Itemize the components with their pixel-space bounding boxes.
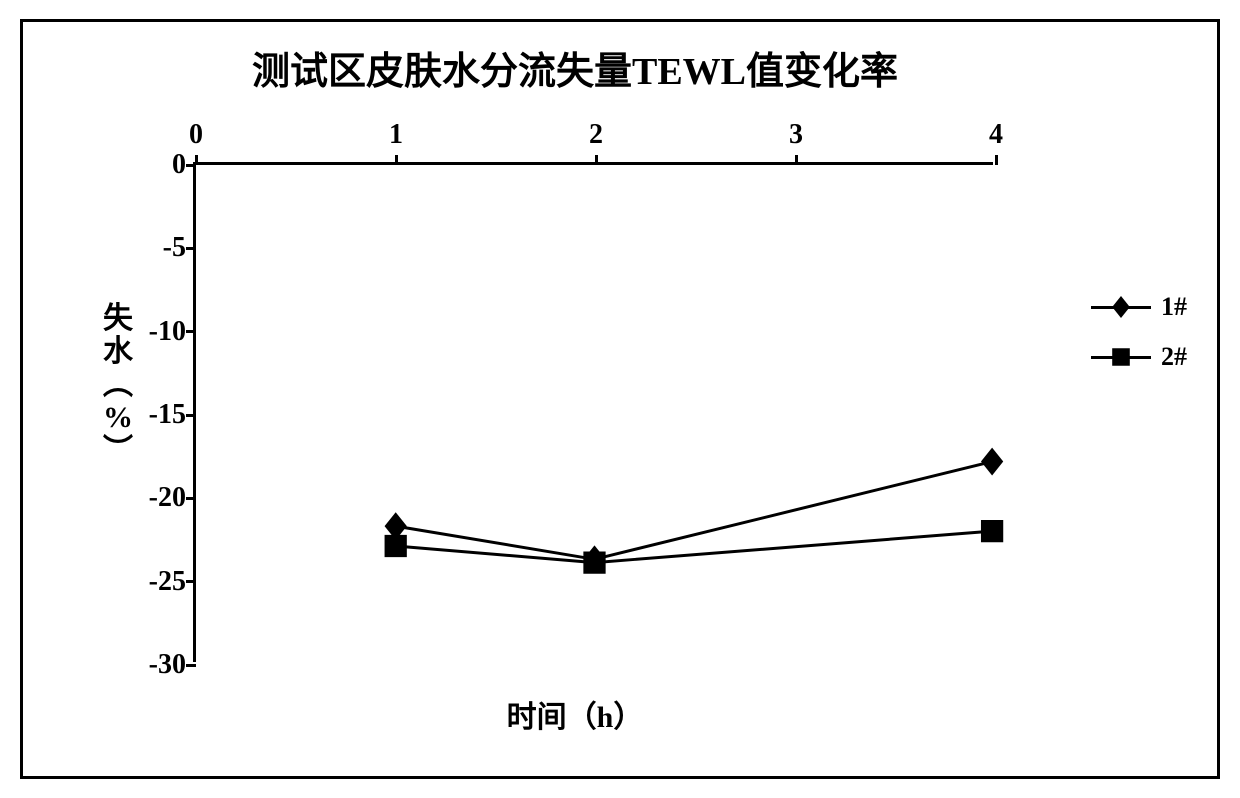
y-axis-title-text: 失水︵%︶: [103, 302, 133, 467]
y-tick-label: -15: [136, 399, 186, 431]
x-tick-label: 1: [389, 119, 403, 151]
square-marker: [385, 535, 407, 557]
y-tick-label: -5: [136, 232, 186, 264]
legend-line: [1091, 306, 1151, 309]
x-tick: [995, 155, 998, 165]
legend-line: [1091, 356, 1151, 359]
legend-label: 2#: [1161, 342, 1187, 372]
x-tick-label: 0: [189, 119, 203, 151]
x-tick: [795, 155, 798, 165]
x-axis-title: 时间（h）: [23, 692, 1127, 736]
y-tick-label: -10: [136, 316, 186, 348]
x-tick-label: 2: [589, 119, 603, 151]
square-marker: [981, 520, 1003, 542]
square-marker: [583, 551, 605, 573]
legend-item: 2#: [1091, 342, 1187, 372]
y-tick: [186, 247, 196, 250]
y-tick: [186, 164, 196, 167]
y-tick: [186, 580, 196, 583]
y-tick-label: -20: [136, 482, 186, 514]
y-tick: [186, 497, 196, 500]
y-tick: [186, 330, 196, 333]
x-tick: [395, 155, 398, 165]
series-line: [396, 462, 992, 560]
x-tick: [595, 155, 598, 165]
x-tick-label: 4: [989, 119, 1003, 151]
plot-area: 012340-5-10-15-20-25-30: [193, 162, 993, 662]
legend-label: 1#: [1161, 292, 1187, 322]
y-tick-label: -25: [136, 566, 186, 598]
y-tick-label: 0: [136, 149, 186, 181]
plot-svg: [196, 165, 993, 662]
square-icon: [1107, 343, 1135, 371]
y-tick-label: -30: [136, 649, 186, 681]
diamond-icon: [1107, 293, 1135, 321]
diamond-marker: [981, 448, 1003, 476]
legend: 1# 2#: [1091, 292, 1187, 392]
chart-title: 测试区皮肤水分流失量TEWL值变化率: [23, 40, 1127, 95]
y-tick: [186, 664, 196, 667]
y-tick: [186, 414, 196, 417]
chart-container: 测试区皮肤水分流失量TEWL值变化率 失水︵%︶ 时间（h） 012340-5-…: [20, 19, 1220, 779]
y-axis-title: 失水︵%︶: [103, 302, 133, 467]
legend-item: 1#: [1091, 292, 1187, 322]
x-tick-label: 3: [789, 119, 803, 151]
